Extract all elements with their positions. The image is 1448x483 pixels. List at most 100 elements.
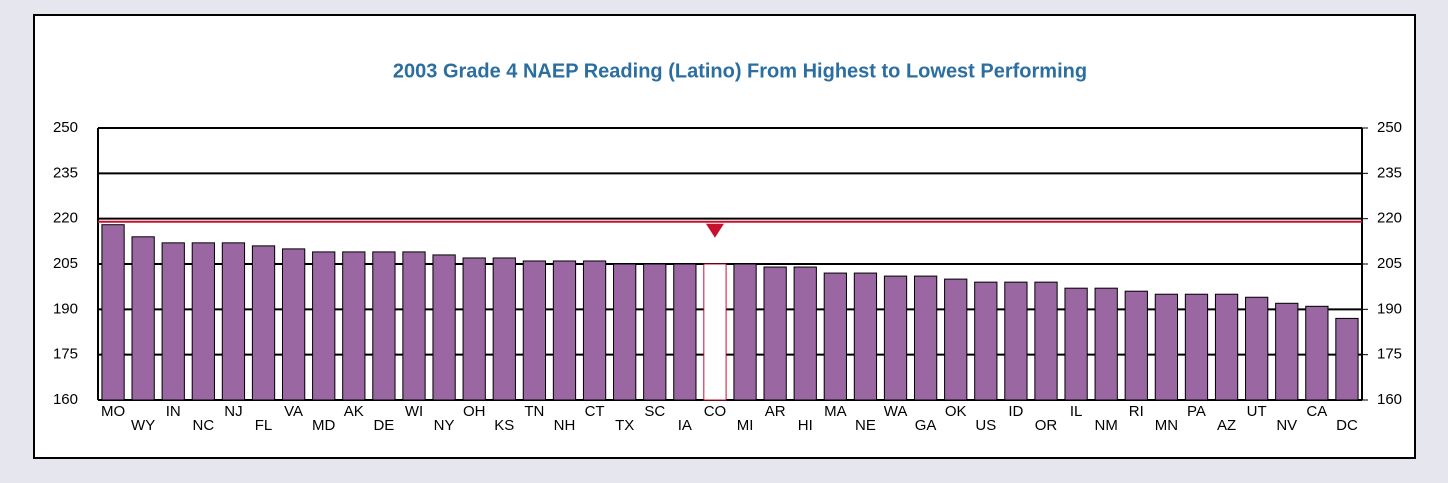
x-tick-label: NJ bbox=[224, 403, 242, 420]
x-tick-label: FL bbox=[255, 417, 273, 434]
x-tick-label: NE bbox=[855, 417, 876, 434]
bar bbox=[673, 263, 697, 401]
bar bbox=[191, 242, 215, 401]
bar bbox=[462, 257, 486, 401]
bar bbox=[402, 251, 426, 401]
bar bbox=[312, 251, 336, 401]
x-tick-label: CA bbox=[1306, 403, 1327, 420]
bar bbox=[1094, 287, 1118, 401]
bar bbox=[1214, 293, 1239, 401]
y2-tick-label: 235 bbox=[1377, 164, 1402, 181]
bar bbox=[763, 266, 787, 401]
x-tick-label: VA bbox=[284, 403, 303, 420]
x-tick-label: MO bbox=[101, 403, 125, 420]
x-tick-label: OR bbox=[1035, 417, 1058, 434]
highlight-marker bbox=[705, 223, 724, 238]
x-tick-label: UT bbox=[1247, 403, 1267, 420]
x-tick-label: IA bbox=[678, 417, 692, 434]
bar bbox=[1335, 317, 1359, 401]
y2-tick-label: 160 bbox=[1377, 391, 1402, 408]
y2-tick-label: 205 bbox=[1377, 255, 1402, 272]
x-tick-label: OH bbox=[463, 403, 486, 420]
x-tick-label: CO bbox=[704, 403, 727, 420]
x-tick-label: US bbox=[975, 417, 996, 434]
bar bbox=[613, 263, 637, 401]
bar bbox=[101, 224, 125, 401]
x-tick-label: PA bbox=[1187, 403, 1206, 420]
x-tick-label: OK bbox=[945, 403, 967, 420]
bar bbox=[793, 266, 817, 401]
bar bbox=[703, 263, 727, 401]
y-tick-label: 190 bbox=[53, 300, 78, 317]
bar bbox=[883, 275, 908, 401]
bar bbox=[974, 281, 998, 401]
x-tick-label: NC bbox=[192, 417, 214, 434]
y-tick-label: 175 bbox=[53, 346, 78, 363]
bar bbox=[1004, 281, 1028, 401]
bar bbox=[823, 272, 847, 401]
bar bbox=[913, 275, 938, 401]
bar bbox=[853, 272, 878, 401]
bar bbox=[1034, 281, 1058, 401]
y-tick-label: 160 bbox=[53, 391, 78, 408]
x-tick-label: AZ bbox=[1217, 417, 1236, 434]
y2-tick-label: 190 bbox=[1377, 300, 1402, 317]
x-tick-label: MD bbox=[312, 417, 335, 434]
x-tick-label: WY bbox=[131, 417, 155, 434]
bar bbox=[582, 260, 607, 401]
y-tick-label: 220 bbox=[53, 210, 78, 227]
bar bbox=[733, 263, 757, 401]
x-tick-label: CT bbox=[585, 403, 605, 420]
x-tick-label: WA bbox=[884, 403, 908, 420]
bar bbox=[1154, 293, 1179, 401]
x-tick-label: MN bbox=[1155, 417, 1178, 434]
bar bbox=[1245, 296, 1269, 401]
bar bbox=[1184, 293, 1209, 401]
y-tick-label: 235 bbox=[53, 164, 78, 181]
x-tick-label: DE bbox=[373, 417, 394, 434]
x-tick-label: HI bbox=[798, 417, 813, 434]
bar bbox=[281, 248, 306, 401]
chart-title: 2003 Grade 4 NAEP Reading (Latino) From … bbox=[393, 60, 1087, 82]
bar bbox=[492, 257, 516, 401]
y2-tick-label: 175 bbox=[1377, 346, 1402, 363]
x-tick-label: AR bbox=[765, 403, 786, 420]
y-tick-label: 205 bbox=[53, 255, 78, 272]
bar bbox=[1275, 302, 1299, 401]
x-tick-label: TX bbox=[615, 417, 634, 434]
bar bbox=[251, 245, 276, 401]
bar bbox=[342, 251, 366, 401]
x-tick-label: SC bbox=[644, 403, 665, 420]
x-tick-label: TN bbox=[524, 403, 544, 420]
x-tick-label: NY bbox=[434, 417, 455, 434]
x-tick-label: RI bbox=[1129, 403, 1144, 420]
x-tick-label: MA bbox=[824, 403, 847, 420]
bar bbox=[372, 251, 396, 401]
bar bbox=[1064, 287, 1088, 401]
x-tick-label: KS bbox=[494, 417, 514, 434]
bar bbox=[643, 263, 667, 401]
bar bbox=[1124, 290, 1148, 401]
bar bbox=[944, 278, 968, 401]
x-tick-label: IL bbox=[1070, 403, 1083, 420]
bar bbox=[131, 236, 155, 401]
x-tick-label: ID bbox=[1008, 403, 1023, 420]
bar bbox=[552, 260, 577, 401]
bar bbox=[161, 242, 185, 401]
x-tick-label: NV bbox=[1276, 417, 1297, 434]
bar bbox=[432, 254, 456, 401]
x-tick-label: IN bbox=[166, 403, 181, 420]
x-tick-label: DC bbox=[1336, 417, 1358, 434]
x-tick-label: GA bbox=[915, 417, 937, 434]
y2-tick-label: 220 bbox=[1377, 210, 1402, 227]
x-tick-label: MI bbox=[737, 417, 754, 434]
x-tick-label: NH bbox=[554, 417, 576, 434]
y2-tick-label: 250 bbox=[1377, 119, 1402, 136]
bar bbox=[221, 242, 246, 401]
x-tick-label: WI bbox=[405, 403, 423, 420]
x-tick-label: AK bbox=[344, 403, 364, 420]
y-tick-label: 250 bbox=[53, 119, 78, 136]
x-tick-label: NM bbox=[1095, 417, 1118, 434]
